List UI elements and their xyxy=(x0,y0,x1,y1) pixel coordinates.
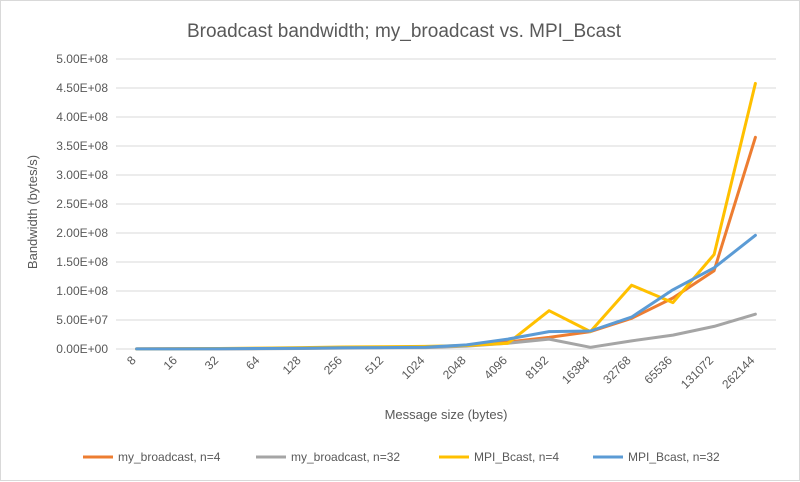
legend-entry: MPI_Bcast, n=4 xyxy=(474,450,559,464)
legend-entry: my_broadcast, n=4 xyxy=(118,450,221,464)
y-tick-label: 1.50E+08 xyxy=(56,255,108,269)
legend-entry: my_broadcast, n=32 xyxy=(291,450,400,464)
legend: my_broadcast, n=4 my_broadcast, n=32 MPI_B… xyxy=(83,450,720,464)
y-axis-label: Bandwidth (bytes/s) xyxy=(25,155,40,269)
x-tick-label: 8 xyxy=(124,353,139,368)
x-tick-label: 128 xyxy=(280,353,304,377)
series-line xyxy=(135,135,757,351)
x-tick-label: 1024 xyxy=(399,353,428,382)
x-tick-label: 4096 xyxy=(481,353,510,382)
x-tick-label: 16384 xyxy=(559,353,593,387)
y-tick-label: 3.50E+08 xyxy=(56,139,108,153)
y-tick-label: 4.00E+08 xyxy=(56,110,108,124)
x-tick-label: 256 xyxy=(321,353,345,377)
x-tick-label: 512 xyxy=(362,353,386,377)
y-tick-label: 2.50E+08 xyxy=(56,197,108,211)
y-tick-label: 4.50E+08 xyxy=(56,81,108,95)
chart-title: Broadcast bandwidth; my_broadcast vs. MP… xyxy=(187,21,622,42)
series-line xyxy=(135,312,757,351)
y-tick-label: 2.00E+08 xyxy=(56,226,108,240)
y-tick-label: 5.00E+07 xyxy=(56,313,108,327)
series-line xyxy=(135,233,757,351)
series-line xyxy=(135,81,757,351)
y-tick-label: 0.00E+00 xyxy=(56,342,108,356)
legend-entry: MPI_Bcast, n=32 xyxy=(628,450,720,464)
x-tick-label: 131072 xyxy=(678,353,716,391)
x-tick-label: 262144 xyxy=(719,353,757,391)
x-tick-label: 8192 xyxy=(522,353,551,382)
x-tick-label: 2048 xyxy=(440,353,469,382)
x-tick-label: 16 xyxy=(161,353,181,373)
x-axis-label: Message size (bytes) xyxy=(385,407,508,422)
y-tick-label: 3.00E+08 xyxy=(56,168,108,182)
x-tick-label: 32768 xyxy=(600,353,634,387)
y-tick-label: 1.00E+08 xyxy=(56,284,108,298)
series-lines xyxy=(135,81,757,351)
x-tick-label: 64 xyxy=(243,353,263,373)
x-tick-label: 32 xyxy=(202,353,222,373)
y-tick-label: 5.00E+08 xyxy=(56,52,108,66)
gridlines xyxy=(116,58,776,350)
y-axis-ticks: 0.00E+00 5.00E+07 1.00E+08 1.50E+08 2.00E+08… xyxy=(56,52,108,356)
x-tick-label: 65536 xyxy=(641,353,675,387)
x-axis-ticks: 8 16 32 64 128 256 512 1024 2048 4096 8192 16384 327… xyxy=(124,353,758,391)
